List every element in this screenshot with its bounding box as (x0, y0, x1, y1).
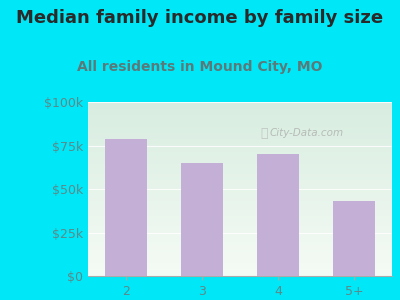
Text: Median family income by family size: Median family income by family size (16, 9, 384, 27)
Bar (181, 163, 223, 276)
Bar (333, 201, 375, 276)
Text: ⓘ: ⓘ (260, 127, 268, 140)
Bar (257, 154, 299, 276)
Text: City-Data.com: City-Data.com (270, 128, 344, 138)
Bar (105, 139, 147, 276)
Text: All residents in Mound City, MO: All residents in Mound City, MO (77, 60, 323, 74)
